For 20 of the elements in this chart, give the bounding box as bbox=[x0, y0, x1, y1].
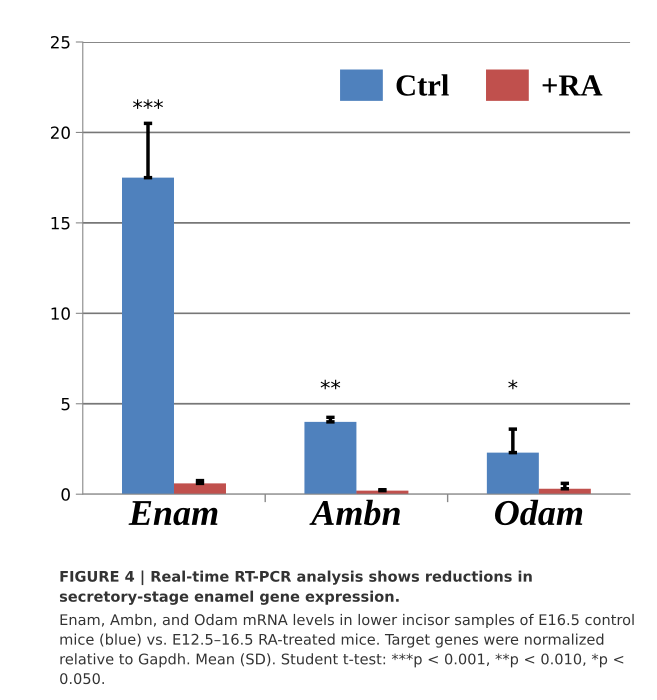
text: Enam, Ambn, and Odam mRNA levels in lower incisor samples of E16.5 control mice (blue) vs. E12.5–16.5 RA-treated mice. Target genes were normalized relative to Gapdh. Mean (SD). Student t-test: ***p < 0.001, **p < 0.010, *p < 0.050. bbox=[60, 614, 634, 684]
x-tick-label: Odam bbox=[495, 500, 582, 526]
annotation: * bbox=[508, 380, 518, 390]
y-tick-label: 20 bbox=[50, 126, 70, 140]
y-tick-label: 10 bbox=[52, 307, 70, 320]
x-tick-label: Ambn bbox=[309, 500, 400, 526]
bar bbox=[304, 422, 356, 494]
annotation: ** bbox=[320, 380, 340, 390]
y-tick-label: 0 bbox=[61, 488, 70, 501]
y-tick-label: 25 bbox=[50, 36, 70, 49]
bar bbox=[486, 452, 539, 494]
bar bbox=[174, 483, 226, 494]
caption: FIGURE 4 | Real-time RT-PCR analysis shows reductions in secretory-stage enamel gene expression. bbox=[60, 570, 532, 605]
bar bbox=[122, 178, 174, 494]
y-tick-label: 15 bbox=[52, 217, 70, 230]
legend-label: Ctrl bbox=[396, 74, 449, 96]
x-tick-label: Enam bbox=[128, 501, 218, 526]
annotation: *** bbox=[132, 99, 164, 109]
y-tick-label: 5 bbox=[62, 398, 70, 410]
legend-label: +RA bbox=[542, 75, 602, 96]
